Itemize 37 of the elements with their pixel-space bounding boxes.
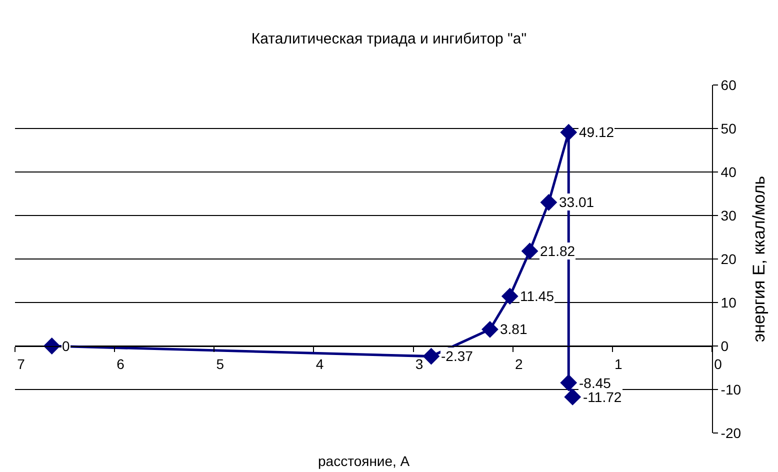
data-label: -11.72 xyxy=(583,389,622,405)
x-tick-label: 7 xyxy=(17,356,26,372)
y-tick-label: -20 xyxy=(720,424,742,441)
point xyxy=(482,320,498,338)
y-tick-label: 20 xyxy=(720,250,737,267)
data-label: 21.82 xyxy=(540,243,576,259)
x-tick-label: 3 xyxy=(415,356,424,372)
y-tick-label: -10 xyxy=(720,381,742,398)
point xyxy=(560,124,578,141)
x-axis-title: расстояние, А xyxy=(318,453,410,469)
point xyxy=(560,374,578,392)
y-axis-title: энергия Е, ккал/моль xyxy=(750,176,769,342)
data-label: 33.01 xyxy=(559,194,594,210)
data-label: -8.45 xyxy=(579,375,612,391)
x-tick-label: 1 xyxy=(614,356,623,372)
x-tick-label: 2 xyxy=(514,356,523,372)
x-tick-label: 4 xyxy=(316,356,324,372)
y-tick-label: 40 xyxy=(720,164,737,180)
point xyxy=(43,338,60,354)
point xyxy=(564,388,582,406)
data-label: 0 xyxy=(62,338,70,354)
point xyxy=(422,348,440,365)
point xyxy=(501,288,518,305)
data-label: 3.81 xyxy=(500,321,528,337)
y-tick-label: 0 xyxy=(720,338,729,354)
y-tick-label: 30 xyxy=(720,207,737,224)
data-label: 49.12 xyxy=(579,124,614,140)
point xyxy=(540,194,558,211)
y-tick-label: 60 xyxy=(720,76,737,93)
data-label: -2.37 xyxy=(441,348,474,364)
x-tick-label: 5 xyxy=(216,356,224,372)
y-tick-label: 10 xyxy=(720,294,737,310)
chart-title: Каталитическая триада и ингибитор "a" xyxy=(251,30,527,48)
y-tick-label: 50 xyxy=(720,120,737,136)
x-tick-label: 6 xyxy=(116,356,125,372)
data-label: 11.45 xyxy=(520,288,554,304)
point xyxy=(521,242,538,260)
